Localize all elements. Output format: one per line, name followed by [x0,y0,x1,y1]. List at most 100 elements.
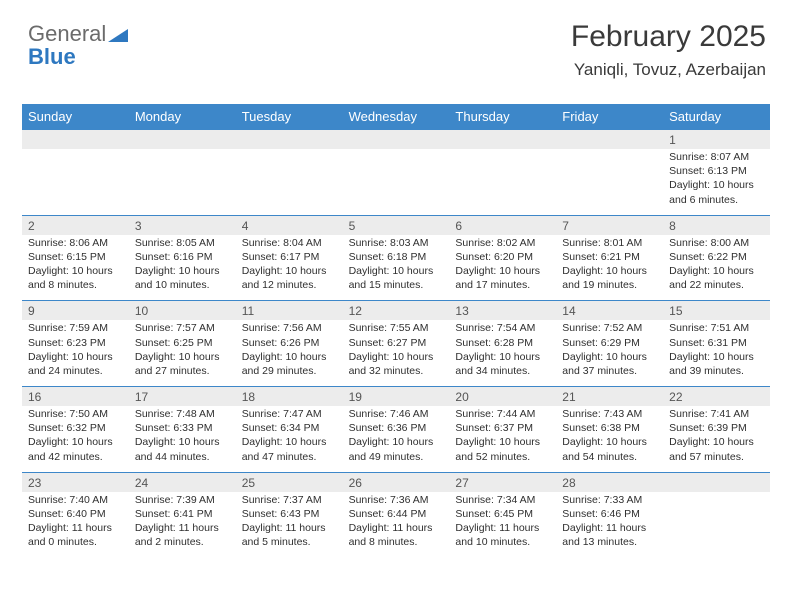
day-number: 10 [129,301,236,320]
sunset-text: Sunset: 6:41 PM [135,507,230,521]
day-number: 16 [22,387,129,406]
daylight-text-2: and 52 minutes. [455,450,550,464]
calendar-header-row: Sunday Monday Tuesday Wednesday Thursday… [22,104,770,130]
sunrise-text: Sunrise: 7:46 AM [349,407,444,421]
day-number [22,130,129,149]
day-number: 5 [343,216,450,235]
daylight-text-1: Daylight: 10 hours [135,264,230,278]
details-row: Sunrise: 7:50 AMSunset: 6:32 PMDaylight:… [22,406,770,470]
daylight-text-1: Daylight: 10 hours [349,350,444,364]
sunrise-text: Sunrise: 7:43 AM [562,407,657,421]
day-number: 13 [449,301,556,320]
daylight-text-2: and 47 minutes. [242,450,337,464]
daylight-text-2: and 32 minutes. [349,364,444,378]
daynum-row: 9101112131415 [22,301,770,320]
sunrise-text: Sunrise: 8:05 AM [135,236,230,250]
calendar-body: 1Sunrise: 8:07 AMSunset: 6:13 PMDaylight… [22,130,770,555]
sunrise-text: Sunrise: 7:37 AM [242,493,337,507]
sunset-text: Sunset: 6:18 PM [349,250,444,264]
day-cell [22,149,129,213]
daylight-text-2: and 5 minutes. [242,535,337,549]
sunset-text: Sunset: 6:23 PM [28,336,123,350]
day-cell: Sunrise: 7:59 AMSunset: 6:23 PMDaylight:… [22,320,129,384]
day-number: 25 [236,473,343,492]
brand-word1: General [28,21,106,46]
daylight-text-1: Daylight: 10 hours [242,350,337,364]
dayname-sat: Saturday [663,104,770,130]
sunrise-text: Sunrise: 7:55 AM [349,321,444,335]
day-cell: Sunrise: 7:52 AMSunset: 6:29 PMDaylight:… [556,320,663,384]
day-number: 3 [129,216,236,235]
sunset-text: Sunset: 6:16 PM [135,250,230,264]
daylight-text-1: Daylight: 10 hours [135,350,230,364]
sunset-text: Sunset: 6:46 PM [562,507,657,521]
daylight-text-2: and 49 minutes. [349,450,444,464]
brand-word2: Blue [28,44,76,69]
sunset-text: Sunset: 6:43 PM [242,507,337,521]
sunrise-text: Sunrise: 7:56 AM [242,321,337,335]
daylight-text-1: Daylight: 10 hours [669,178,764,192]
daylight-text-1: Daylight: 10 hours [455,350,550,364]
daylight-text-1: Daylight: 10 hours [349,264,444,278]
details-row: Sunrise: 7:40 AMSunset: 6:40 PMDaylight:… [22,492,770,556]
daylight-text-2: and 2 minutes. [135,535,230,549]
day-number: 9 [22,301,129,320]
day-number: 2 [22,216,129,235]
daylight-text-1: Daylight: 10 hours [242,264,337,278]
day-number: 26 [343,473,450,492]
day-cell: Sunrise: 8:03 AMSunset: 6:18 PMDaylight:… [343,235,450,299]
sunset-text: Sunset: 6:27 PM [349,336,444,350]
sunset-text: Sunset: 6:38 PM [562,421,657,435]
day-number [129,130,236,149]
sunset-text: Sunset: 6:31 PM [669,336,764,350]
day-cell: Sunrise: 7:40 AMSunset: 6:40 PMDaylight:… [22,492,129,556]
daylight-text-1: Daylight: 10 hours [562,264,657,278]
location-title: Yaniqli, Tovuz, Azerbaijan [571,60,766,80]
dayname-wed: Wednesday [343,104,450,130]
daylight-text-1: Daylight: 10 hours [28,264,123,278]
daylight-text-2: and 10 minutes. [135,278,230,292]
sunrise-text: Sunrise: 7:41 AM [669,407,764,421]
sunset-text: Sunset: 6:32 PM [28,421,123,435]
sunrise-text: Sunrise: 8:02 AM [455,236,550,250]
day-number: 21 [556,387,663,406]
daylight-text-1: Daylight: 10 hours [455,435,550,449]
sunrise-text: Sunrise: 7:51 AM [669,321,764,335]
daynum-row: 16171819202122 [22,387,770,406]
day-number: 19 [343,387,450,406]
sunrise-text: Sunrise: 7:36 AM [349,493,444,507]
sunrise-text: Sunrise: 7:44 AM [455,407,550,421]
daylight-text-2: and 27 minutes. [135,364,230,378]
day-cell: Sunrise: 7:33 AMSunset: 6:46 PMDaylight:… [556,492,663,556]
daylight-text-2: and 57 minutes. [669,450,764,464]
sunset-text: Sunset: 6:29 PM [562,336,657,350]
daylight-text-2: and 34 minutes. [455,364,550,378]
day-cell [663,492,770,556]
sunset-text: Sunset: 6:33 PM [135,421,230,435]
day-cell: Sunrise: 7:46 AMSunset: 6:36 PMDaylight:… [343,406,450,470]
sunrise-text: Sunrise: 7:59 AM [28,321,123,335]
sunset-text: Sunset: 6:26 PM [242,336,337,350]
dayname-mon: Monday [129,104,236,130]
day-number: 14 [556,301,663,320]
day-cell: Sunrise: 7:56 AMSunset: 6:26 PMDaylight:… [236,320,343,384]
daylight-text-2: and 29 minutes. [242,364,337,378]
day-number [236,130,343,149]
sunset-text: Sunset: 6:13 PM [669,164,764,178]
brand-triangle-icon [108,29,128,43]
daylight-text-2: and 19 minutes. [562,278,657,292]
sunrise-text: Sunrise: 7:40 AM [28,493,123,507]
daylight-text-2: and 44 minutes. [135,450,230,464]
day-number: 12 [343,301,450,320]
dayname-sun: Sunday [22,104,129,130]
day-cell: Sunrise: 8:06 AMSunset: 6:15 PMDaylight:… [22,235,129,299]
daylight-text-2: and 6 minutes. [669,193,764,207]
sunrise-text: Sunrise: 8:03 AM [349,236,444,250]
daylight-text-2: and 13 minutes. [562,535,657,549]
sunset-text: Sunset: 6:45 PM [455,507,550,521]
day-number: 4 [236,216,343,235]
sunset-text: Sunset: 6:20 PM [455,250,550,264]
daylight-text-1: Daylight: 10 hours [28,350,123,364]
day-cell: Sunrise: 7:47 AMSunset: 6:34 PMDaylight:… [236,406,343,470]
day-cell: Sunrise: 7:55 AMSunset: 6:27 PMDaylight:… [343,320,450,384]
